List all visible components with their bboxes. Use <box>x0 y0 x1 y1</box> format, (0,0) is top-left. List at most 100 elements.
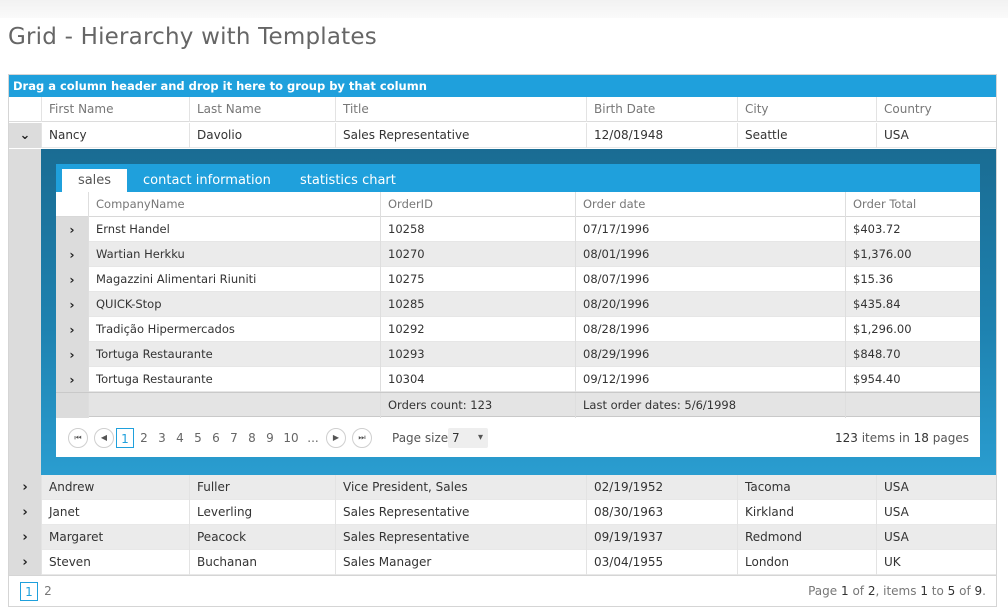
page-number[interactable]: 8 <box>248 431 256 445</box>
cell-birth-date: 12/08/1948 <box>586 123 737 148</box>
table-row: › Tortuga Restaurante 10304 09/12/1996 $… <box>56 367 980 392</box>
header-city[interactable]: City <box>737 97 876 122</box>
header-title[interactable]: Title <box>335 97 586 122</box>
expand-icon[interactable]: › <box>56 342 88 367</box>
page-number[interactable]: 5 <box>194 431 202 445</box>
cell-order-id: 10292 <box>380 317 575 342</box>
browser-top-strip <box>0 0 1008 18</box>
cell-company: Tortuga Restaurante <box>88 367 380 392</box>
cell-order-total: $403.72 <box>845 217 980 242</box>
cell-order-date: 08/29/1996 <box>575 342 845 367</box>
page-title: Grid - Hierarchy with Templates <box>8 24 377 50</box>
cell-order-date: 07/17/1996 <box>575 217 845 242</box>
header-last-name[interactable]: Last Name <box>189 97 335 122</box>
prev-page-icon[interactable]: ◀ <box>94 428 114 448</box>
last-page-icon[interactable]: ⏭ <box>352 428 372 448</box>
header-spacer <box>9 97 41 122</box>
tab-statistics-chart[interactable]: statistics chart <box>300 173 396 188</box>
cell-birth-date: 08/30/1963 <box>586 500 737 525</box>
cell-last-name: Davolio <box>189 123 335 148</box>
collapse-icon[interactable]: ⌄ <box>9 123 41 148</box>
total-items: 123 <box>834 431 858 445</box>
header-birth-date[interactable]: Birth Date <box>586 97 737 122</box>
cell-city: Seattle <box>737 123 876 148</box>
first-page-icon[interactable]: ⏮ <box>68 428 88 448</box>
page-number[interactable]: 2 <box>44 584 52 598</box>
orders-header-row: CompanyName OrderID Order date Order Tot… <box>56 192 980 217</box>
page-size-dropdown[interactable]: 7 ▾ <box>448 428 488 448</box>
cell-company: Tortuga Restaurante <box>88 342 380 367</box>
page-number[interactable]: 7 <box>230 431 238 445</box>
cell-company: Wartian Herkku <box>88 242 380 267</box>
expand-icon[interactable]: › <box>9 475 41 500</box>
header-order-id[interactable]: OrderID <box>380 192 575 217</box>
expand-icon[interactable]: › <box>56 367 88 392</box>
cell-birth-date: 03/04/1955 <box>586 550 737 575</box>
cell-title: Sales Manager <box>335 550 586 575</box>
expand-icon[interactable]: › <box>56 267 88 292</box>
cell-order-total: $954.40 <box>845 367 980 392</box>
orders-count: Orders count: 123 <box>380 393 575 418</box>
items-word: , items <box>875 584 917 598</box>
page-number[interactable]: 3 <box>158 431 166 445</box>
next-page-icon[interactable]: ▶ <box>326 428 346 448</box>
cell-title: Vice President, Sales <box>335 475 586 500</box>
cell-order-date: 08/28/1996 <box>575 317 845 342</box>
cell-city: Kirkland <box>737 500 876 525</box>
tab-contact-information[interactable]: contact information <box>143 173 271 188</box>
cell-birth-date: 09/19/1937 <box>586 525 737 550</box>
cell-order-total: $1,376.00 <box>845 242 980 267</box>
cell-order-id: 10304 <box>380 367 575 392</box>
page-number-current[interactable]: 1 <box>20 582 38 601</box>
page-number[interactable]: 2 <box>140 431 148 445</box>
expand-icon[interactable]: › <box>56 292 88 317</box>
orders-pager: ⏮ ◀ 1 2 3 4 5 6 7 8 9 10 ... ▶ ⏭ Page si… <box>56 422 980 457</box>
table-row: › Andrew Fuller Vice President, Sales 02… <box>9 475 996 500</box>
header-first-name[interactable]: First Name <box>41 97 189 122</box>
detail-panel: sales contact information statistics cha… <box>41 149 996 475</box>
orders-grid: CompanyName OrderID Order date Order Tot… <box>56 192 980 457</box>
cell-title: Sales Representative <box>335 525 586 550</box>
cell-order-date: 09/12/1996 <box>575 367 845 392</box>
expand-icon[interactable]: › <box>9 550 41 575</box>
table-row: › Margaret Peacock Sales Representative … <box>9 525 996 550</box>
cell-first-name: Janet <box>41 500 189 525</box>
expand-icon[interactable]: › <box>9 525 41 550</box>
items-in-text: items in <box>861 431 910 445</box>
expand-icon[interactable]: › <box>56 242 88 267</box>
cell-order-total: $1,296.00 <box>845 317 980 342</box>
page-number[interactable]: 6 <box>212 431 220 445</box>
page-number-current[interactable]: 1 <box>116 428 134 448</box>
header-order-total[interactable]: Order Total <box>845 192 980 217</box>
cell-order-date: 08/20/1996 <box>575 292 845 317</box>
expand-icon[interactable]: › <box>56 317 88 342</box>
cell-first-name: Steven <box>41 550 189 575</box>
table-row: › Tradição Hipermercados 10292 08/28/199… <box>56 317 980 342</box>
cell-country: USA <box>876 525 996 550</box>
cell-first-name: Andrew <box>41 475 189 500</box>
tab-sales[interactable]: sales <box>62 169 127 192</box>
page-size-label: Page size: <box>392 431 453 445</box>
expand-icon[interactable]: › <box>56 217 88 242</box>
detail-row: sales contact information statistics cha… <box>9 149 996 475</box>
cell-first-name: Margaret <box>41 525 189 550</box>
page-number[interactable]: 9 <box>266 431 274 445</box>
page-number[interactable]: 10 <box>283 431 299 445</box>
expand-icon[interactable]: › <box>9 500 41 525</box>
cell-last-name: Peacock <box>189 525 335 550</box>
cell-order-total: $15.36 <box>845 267 980 292</box>
to-item: 5 <box>947 584 956 598</box>
page-number[interactable]: 4 <box>176 431 184 445</box>
header-country[interactable]: Country <box>876 97 996 122</box>
header-spacer <box>56 192 88 217</box>
cell-order-total: $435.84 <box>845 292 980 317</box>
group-drop-area[interactable]: Drag a column header and drop it here to… <box>9 75 996 97</box>
cell-last-name: Fuller <box>189 475 335 500</box>
last-order-date: Last order dates: 5/6/1998 <box>575 393 845 418</box>
cell-city: London <box>737 550 876 575</box>
more-pages[interactable]: ... <box>307 431 319 445</box>
header-company-name[interactable]: CompanyName <box>88 192 380 217</box>
table-row: ⌄ Nancy Davolio Sales Representative 12/… <box>9 123 996 148</box>
header-order-date[interactable]: Order date <box>575 192 845 217</box>
current-page: 1 <box>840 584 849 598</box>
